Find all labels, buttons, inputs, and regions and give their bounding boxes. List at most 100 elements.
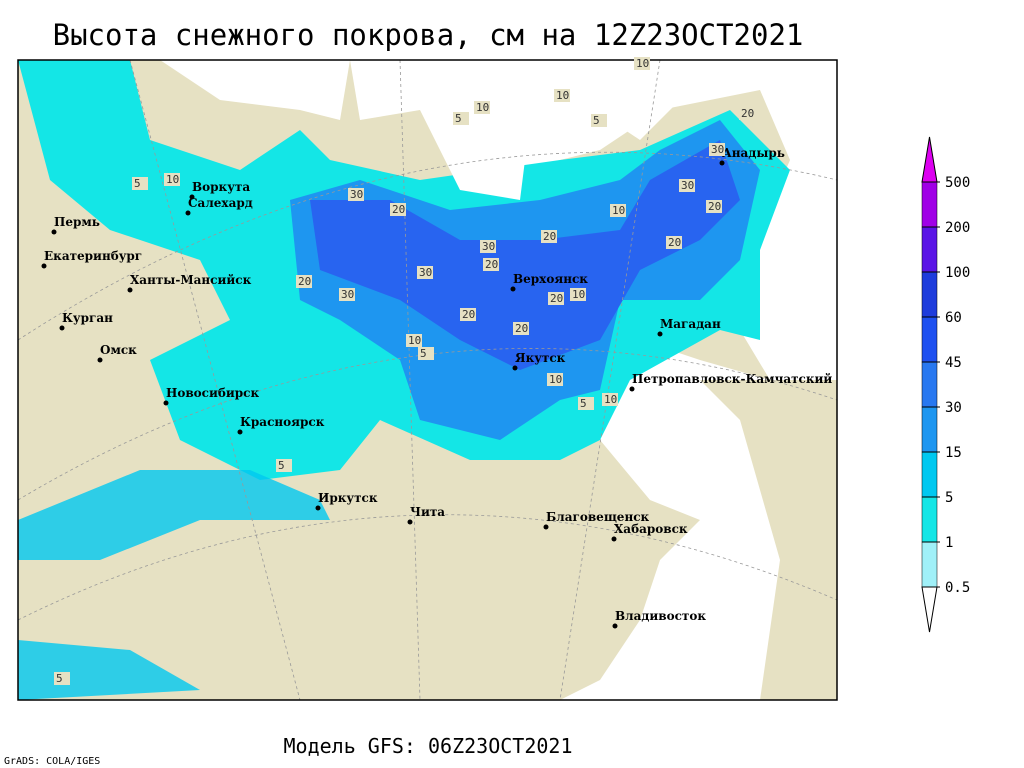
contour-label-bg xyxy=(666,236,682,249)
contour-label: 30 xyxy=(341,288,354,301)
city-label: Красноярск xyxy=(240,415,325,429)
city-label: Хабаровск xyxy=(614,522,688,536)
city-marker xyxy=(97,357,103,363)
contour-label-bg xyxy=(513,322,529,335)
subtitle: Модель GFS: 06Z23OCT2021 xyxy=(284,734,573,758)
colorbar-label: 45 xyxy=(945,355,962,371)
contour-label-bg xyxy=(474,101,490,114)
city-marker xyxy=(612,623,618,629)
contour-label: 30 xyxy=(681,179,694,192)
contour-label-bg xyxy=(679,179,695,192)
contour-label: 30 xyxy=(350,188,363,201)
colorbar-label: 15 xyxy=(945,445,962,461)
colorbar-bottom xyxy=(921,586,938,633)
contour-label: 20 xyxy=(392,203,405,216)
land-japan xyxy=(700,380,837,700)
city-marker xyxy=(237,429,243,435)
city-label: Магадан xyxy=(660,317,721,331)
contour-label-bg xyxy=(483,258,499,271)
city-label: Благовещенск xyxy=(546,510,650,524)
contour-label: 10 xyxy=(549,373,562,386)
contour-label: 10 xyxy=(476,101,489,114)
colorbar-label: 60 xyxy=(945,310,962,326)
city-marker xyxy=(611,536,617,542)
contour-label-bg xyxy=(453,112,469,125)
city-marker xyxy=(189,194,195,200)
contour-label: 20 xyxy=(462,308,475,321)
city-label: Воркута xyxy=(192,180,250,194)
contour-label-bg xyxy=(554,89,570,102)
city-label: Ханты-Мансийск xyxy=(130,273,252,287)
colorbar-top xyxy=(921,136,938,183)
contour-label: 20 xyxy=(485,258,498,271)
colorbar-label: 500 xyxy=(945,175,970,191)
city-label: Омск xyxy=(100,343,137,357)
contour-label: 10 xyxy=(604,393,617,406)
city-label: Якутск xyxy=(515,351,566,365)
contour-label: 5 xyxy=(455,112,462,125)
city-marker xyxy=(543,524,549,530)
contour-label-bg xyxy=(164,173,180,186)
city-label: Владивосток xyxy=(615,609,706,623)
colorbar-segment xyxy=(921,316,938,363)
city-label: Курган xyxy=(62,311,113,325)
contour-label-bg xyxy=(591,114,607,127)
contour-label: 10 xyxy=(556,89,569,102)
city-marker xyxy=(407,519,413,525)
contour-label-bg xyxy=(739,107,755,120)
contour-label: 5 xyxy=(420,347,427,360)
contour-label: 20 xyxy=(550,292,563,305)
city-marker xyxy=(510,286,516,292)
city-label: Иркутск xyxy=(318,491,378,505)
contour-label: 20 xyxy=(708,200,721,213)
city-marker xyxy=(51,229,57,235)
contour-label-bg xyxy=(541,230,557,243)
colorbar-label: 30 xyxy=(945,400,962,416)
snow-deep xyxy=(310,140,740,370)
city-marker xyxy=(629,386,635,392)
contour-label: 10 xyxy=(166,173,179,186)
city-label: Верхоянск xyxy=(513,272,588,286)
city-marker xyxy=(719,160,725,166)
contour-label-bg xyxy=(570,288,586,301)
contour-label: 30 xyxy=(419,266,432,279)
contour-label: 30 xyxy=(482,240,495,253)
credit: GrADS: COLA/IGES xyxy=(4,756,100,767)
city-label: Екатеринбург xyxy=(44,249,142,263)
colorbar-segment xyxy=(921,271,938,318)
contour-label-bg xyxy=(296,275,312,288)
contour-label: 10 xyxy=(636,57,649,70)
map-frame xyxy=(17,59,838,701)
snow-south xyxy=(18,470,330,700)
contour-label: 5 xyxy=(56,672,63,685)
city-label: Петропавловск-Камчатский xyxy=(632,372,832,386)
contour-label: 20 xyxy=(741,107,754,120)
contour-label-bg xyxy=(602,393,618,406)
contour-label-bg xyxy=(406,334,422,347)
contour-label: 30 xyxy=(711,143,724,156)
contour-label: 10 xyxy=(408,334,421,347)
city-label: Пермь xyxy=(54,215,100,229)
sea-ice xyxy=(160,60,700,200)
contour-label-bg xyxy=(634,57,650,70)
colorbar-label: 0.5 xyxy=(945,580,970,596)
city-marker xyxy=(59,325,65,331)
contour-label: 20 xyxy=(668,236,681,249)
colorbar-segment xyxy=(921,361,938,408)
contour-label: 5 xyxy=(134,177,141,190)
colorbar-label: 200 xyxy=(945,220,970,236)
map xyxy=(18,60,837,700)
contour-label-bg xyxy=(480,240,496,253)
colorbar-segment xyxy=(921,406,938,453)
colorbar-segment xyxy=(921,181,938,228)
contour-label: 5 xyxy=(593,114,600,127)
city-marker xyxy=(657,331,663,337)
contour-label: 20 xyxy=(515,322,528,335)
contour-label: 20 xyxy=(298,275,311,288)
contour-label-bg xyxy=(547,373,563,386)
city-label: Анадырь xyxy=(722,146,785,160)
colorbar-label: 5 xyxy=(945,490,953,506)
city-marker xyxy=(127,287,133,293)
